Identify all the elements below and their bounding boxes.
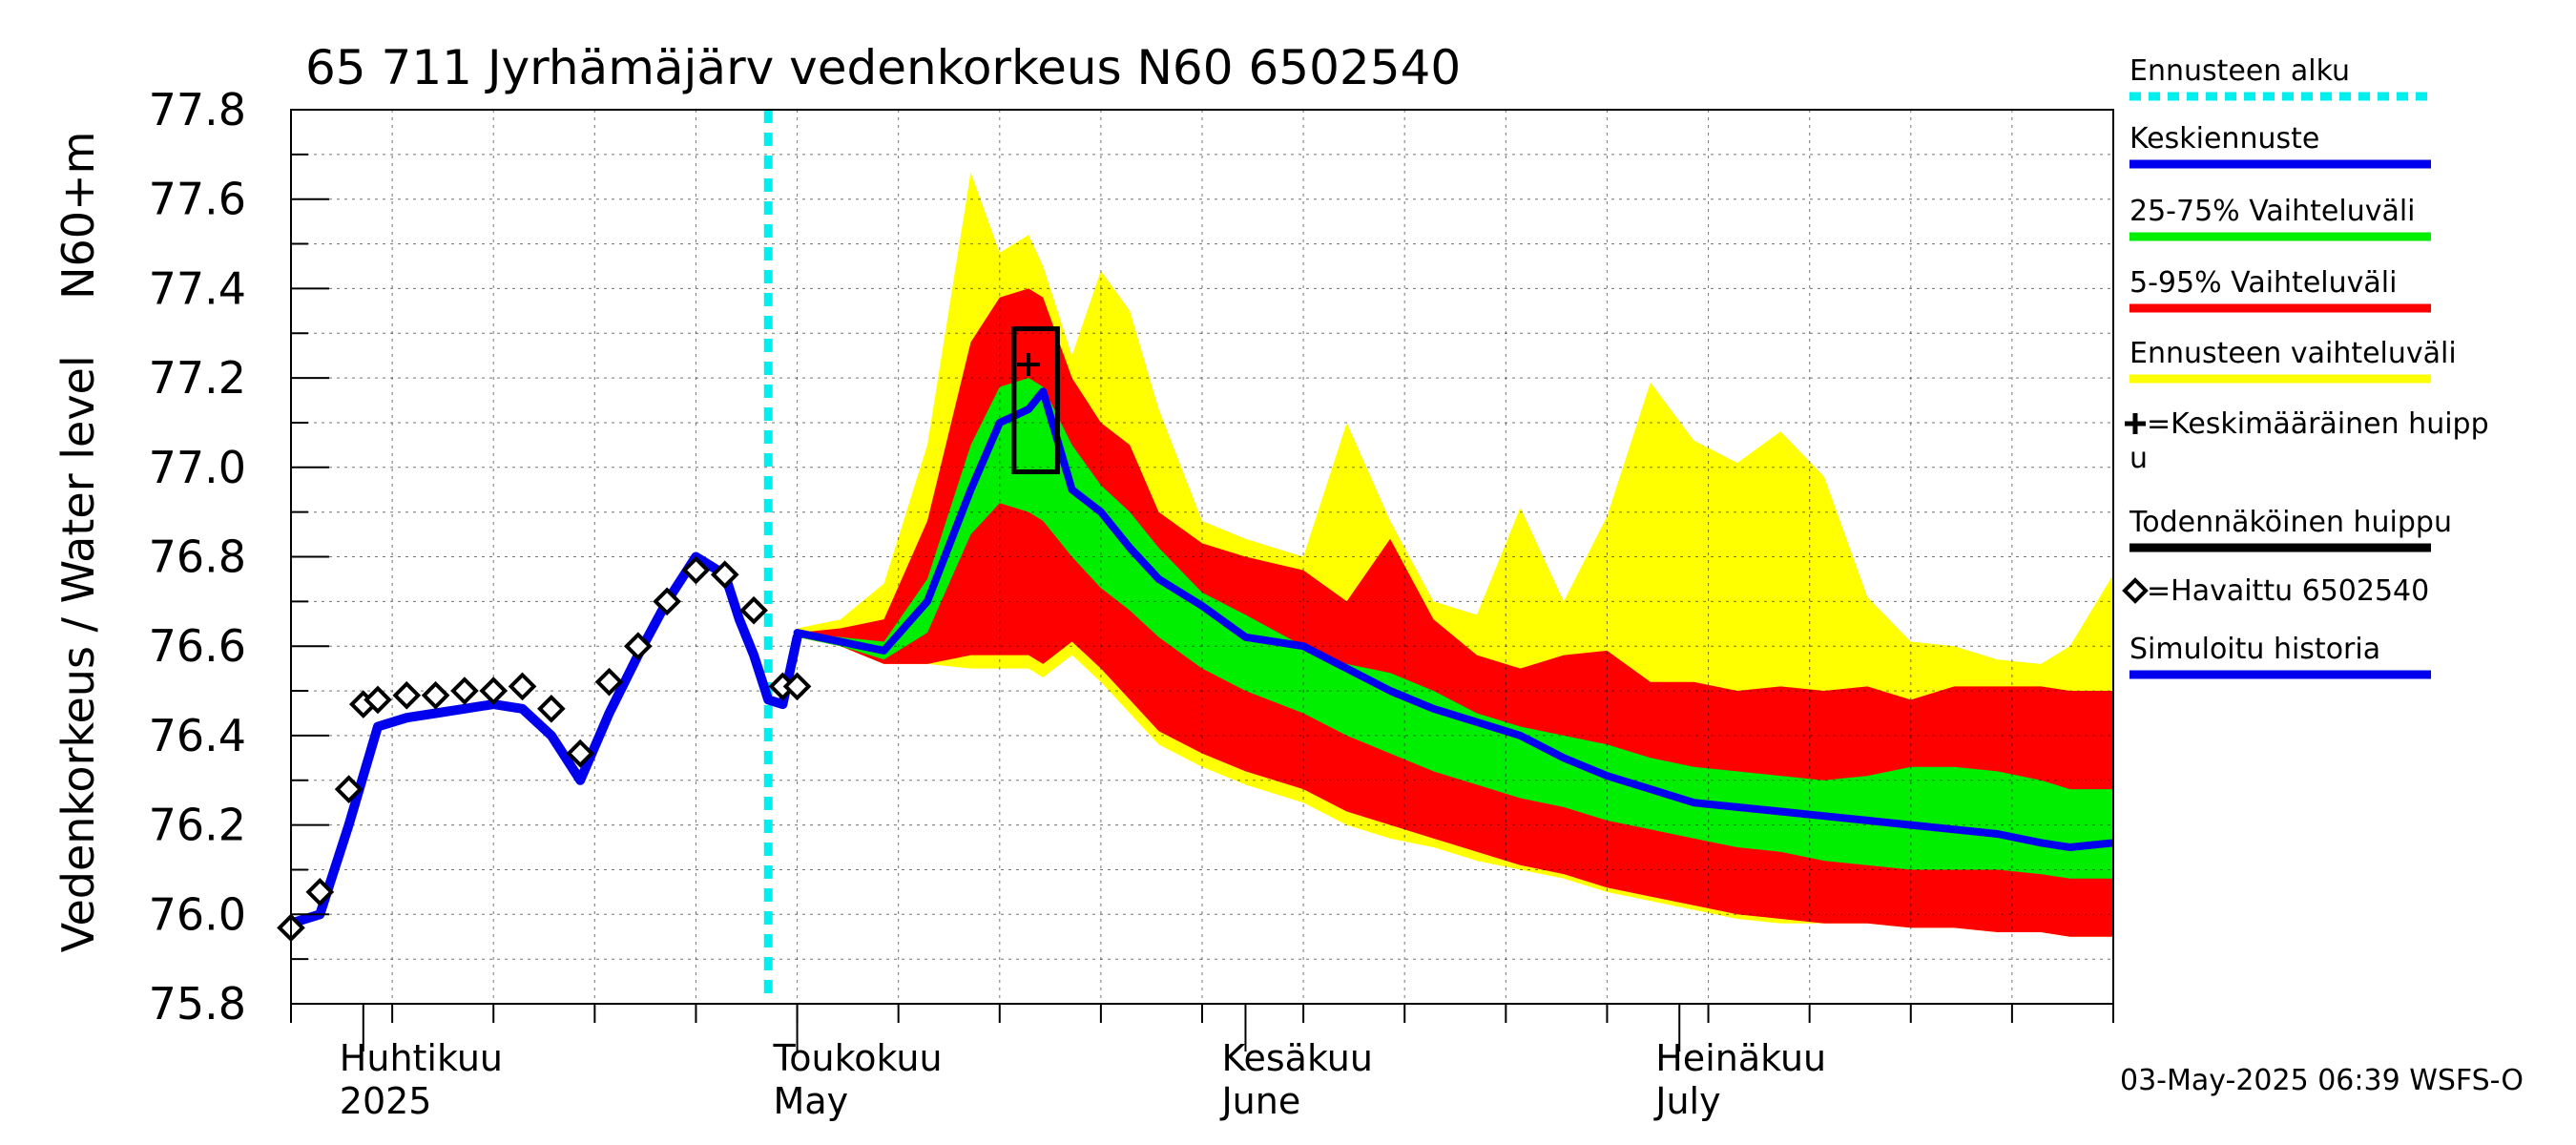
peak-markers bbox=[1011, 326, 1060, 474]
observed-points bbox=[277, 555, 812, 943]
legend-label: Ennusteen vaihteluväli bbox=[2129, 337, 2457, 370]
y-tick-label: 76.2 bbox=[149, 800, 246, 851]
band-5-95 bbox=[797, 288, 2113, 937]
legend-label: 5-95% Vaihteluväli bbox=[2129, 266, 2397, 300]
observed-point bbox=[392, 680, 422, 710]
y-axis-label: Vedenkorkeus / Water level N60+m bbox=[52, 132, 104, 953]
observed-point bbox=[421, 680, 450, 710]
y-tick-label: 77.0 bbox=[149, 442, 246, 493]
y-tick-label: 75.8 bbox=[149, 978, 246, 1030]
observed-point bbox=[710, 560, 739, 590]
observed-point bbox=[479, 677, 509, 705]
y-tick-label: 76.6 bbox=[149, 620, 246, 672]
x-axis-ticks bbox=[290, 1004, 2114, 1051]
legend-label: Keskiennuste bbox=[2129, 122, 2319, 156]
observed-point bbox=[681, 555, 711, 585]
y-tick-label: 76.4 bbox=[149, 710, 246, 761]
x-month-label-fi: Huhtikuu bbox=[340, 1037, 503, 1079]
x-month-label-en: 2025 bbox=[340, 1080, 432, 1122]
x-month-label-en: June bbox=[1219, 1080, 1300, 1122]
probable-peak-box bbox=[1011, 326, 1060, 474]
observed-point bbox=[739, 595, 768, 625]
legend-diamond-icon bbox=[2122, 577, 2149, 604]
observed-point bbox=[450, 677, 479, 705]
y-tick-label: 76.0 bbox=[149, 888, 246, 940]
y-tick-label: 76.8 bbox=[149, 531, 246, 583]
observed-point bbox=[653, 587, 681, 616]
x-month-label-fi: Toukokuu bbox=[773, 1037, 943, 1079]
legend-label: Ennusteen alku bbox=[2129, 54, 2350, 88]
x-month-label-en: May bbox=[774, 1080, 849, 1122]
observed-point bbox=[364, 685, 392, 715]
observed-point bbox=[537, 694, 566, 723]
legend-label: Todennäköinen huippu bbox=[2129, 506, 2452, 539]
observed-point bbox=[566, 739, 595, 768]
y-tick-label: 77.4 bbox=[149, 262, 246, 314]
y-tick-label: 77.2 bbox=[149, 352, 246, 404]
legend-label: =Havaittu 6502540 bbox=[2147, 574, 2429, 608]
chart-title: 65 711 Jyrhämäjärv vedenkorkeus N60 6502… bbox=[305, 40, 1461, 95]
x-month-label-en: July bbox=[1653, 1080, 1720, 1122]
legend-label: 25-75% Vaihteluväli bbox=[2129, 195, 2416, 228]
legend-plus-icon bbox=[2125, 413, 2146, 434]
y-axis-ticks: 75.8 76.0 76.2 76.4 76.6 76.8 77.0 77.2 77.4 77.6… bbox=[149, 84, 329, 1030]
legend-label: =Keskimääräinen huipp bbox=[2147, 407, 2489, 441]
legend-label-cont: u bbox=[2129, 442, 2148, 475]
observed-point bbox=[334, 775, 364, 803]
legend-label: Simuloitu historia bbox=[2129, 633, 2380, 666]
observed-point bbox=[305, 878, 335, 906]
simulated-history-line bbox=[291, 552, 802, 928]
observed-point bbox=[508, 672, 537, 701]
y-tick-label: 77.6 bbox=[149, 174, 246, 225]
observed-point bbox=[623, 632, 653, 661]
timestamp-footer: 03-May-2025 06:39 WSFS-O bbox=[2120, 1064, 2524, 1097]
observed-point bbox=[782, 672, 812, 701]
mean-peak-plus bbox=[1017, 353, 1041, 377]
x-month-label-fi: Kesäkuu bbox=[1221, 1037, 1373, 1079]
legend: Ennusteen alku Keskiennuste 25-75% Vaihtel… bbox=[2122, 54, 2489, 679]
y-tick-label: 77.8 bbox=[149, 84, 246, 135]
x-month-label-fi: Heinäkuu bbox=[1655, 1037, 1826, 1079]
observed-point bbox=[594, 667, 624, 697]
